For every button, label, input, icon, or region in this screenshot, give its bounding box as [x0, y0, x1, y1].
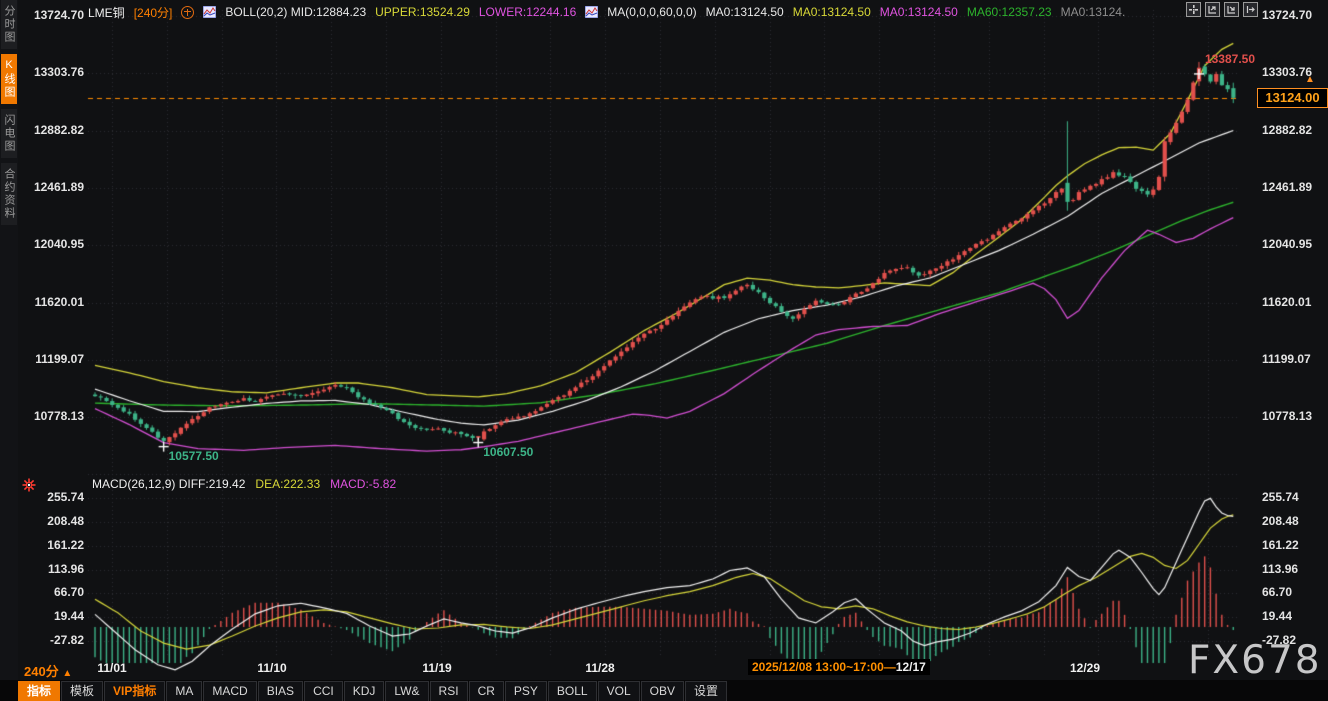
toolbar-button-OBV[interactable]: OBV — [640, 680, 684, 701]
ma-indicator-icon[interactable] — [584, 5, 599, 19]
macd-y-axis-right: 255.74 208.48 161.22 113.96 66.70 19.44 -27.82 — [1262, 0, 1328, 660]
toolbar-button-VOL[interactable]: VOL — [597, 680, 640, 701]
price-axis-tick: 12040.95 — [33, 237, 84, 252]
price-axis-tick: 12040.95 — [1262, 237, 1313, 252]
toolbar-button-模板[interactable]: 模板 — [61, 680, 104, 701]
indicator-legend: LME铜 [240分] BOLL(20,2) MID:12884.23 UPPE… — [88, 3, 1125, 21]
macd-axis-tick: 113.96 — [1262, 561, 1299, 576]
price-axis-tick: 12461.89 — [1262, 179, 1313, 194]
ma-values: MA0:13124.50 MA0:13124.50 MA0:13124.50 MA60… — [706, 5, 1126, 19]
toolbar-button-KDJ[interactable]: KDJ — [343, 680, 385, 701]
toolbar-button-VIP指标[interactable]: VIP指标 — [104, 680, 166, 701]
brand-watermark: FX678 — [1188, 638, 1322, 683]
price-axis-tick: 10778.13 — [1262, 409, 1313, 424]
price-axis-tick: 11620.01 — [1262, 294, 1312, 309]
ma-value: MA60:12357.23 — [966, 5, 1052, 19]
indicator-toolbar: 指标 模板 VIP指标 MA MACD BIAS CCI KDJ LW& RSI CR PSY BOLL… — [0, 680, 1328, 701]
symbol-label: LME铜 — [88, 5, 125, 20]
macd-axis-tick: 255.74 — [1262, 490, 1299, 504]
scale-axis-right-icon[interactable] — [1224, 2, 1239, 17]
price-axis-tick: 11199.07 — [1262, 351, 1311, 366]
session-high-label: 13387.50 — [1204, 51, 1256, 66]
chart-window-controls — [1186, 2, 1258, 17]
left-view-tabs: 分时图 K线图闪电图合约资料 — [0, 0, 18, 701]
macd-axis-tick: 19.44 — [53, 609, 84, 624]
price-axis-tick: 10778.13 — [33, 409, 84, 424]
macd-axis-tick: 66.70 — [1262, 585, 1293, 600]
macd-value: MACD:-5.82 — [330, 477, 397, 491]
toolbar-button-RSI[interactable]: RSI — [429, 680, 468, 701]
swing-low-label: 10577.50 — [168, 448, 219, 463]
price-axis-tick: 13303.76 — [33, 65, 84, 80]
toolbar-button-LW&[interactable]: LW& — [385, 680, 429, 701]
macd-axis-tick: -27.82 — [1262, 633, 1297, 647]
price-axis-tick: 12461.89 — [33, 179, 84, 194]
main-y-axis-right: 13724.70 13303.76 12882.82 12461.89 12040.95… — [1262, 0, 1328, 470]
price-axis-tick: 11620.01 — [34, 294, 84, 309]
sidebar-tab-K线图[interactable]: K线图 — [1, 54, 17, 104]
timeframe-label[interactable]: 240分 ▲ — [24, 664, 73, 679]
toolbar-button-CR[interactable]: CR — [468, 680, 504, 701]
toolbar-button-PSY[interactable]: PSY — [504, 680, 547, 701]
price-axis-tick: 13303.76 — [1262, 65, 1313, 80]
period-label: [240分] — [133, 5, 173, 20]
macd-axis-tick: 161.22 — [1262, 537, 1299, 552]
date-label-11/01: 11/01 — [97, 661, 127, 675]
macd-axis-tick: 208.48 — [47, 513, 84, 528]
macd-dea-value: DEA:222.33 — [255, 477, 321, 491]
ma-params: MA(0,0,0,60,0,0) — [607, 5, 697, 19]
sidebar-tab-闪电图[interactable]: 闪电图 — [1, 109, 17, 158]
toolbar-button-MACD[interactable]: MACD — [203, 680, 257, 701]
macd-axis-tick: -27.82 — [49, 633, 84, 647]
main-y-axis-left: 13724.70 13303.76 12882.82 12461.89 12040.95… — [18, 0, 84, 470]
price-axis-tick: 12882.82 — [1262, 122, 1313, 137]
macd-legend: MACD(26,12,9) DIFF:219.42 DEA:222.33 MAC… — [92, 477, 396, 491]
toolbar-button-CCI[interactable]: CCI — [304, 680, 343, 701]
toolbar-button-MA[interactable]: MA — [166, 680, 203, 701]
boll-values: BOLL(20,2) MID:12884.23 — [225, 5, 367, 19]
last-price-marker: 13124.00 — [1257, 87, 1328, 108]
boll-indicator-icon[interactable] — [202, 5, 217, 19]
ma-value: MA0:13124.50 — [792, 5, 871, 19]
date-label-11/10: 11/10 — [257, 661, 287, 675]
pan-right-icon[interactable] — [1243, 2, 1258, 17]
ma-value: MA0:13124.50 — [879, 5, 958, 19]
macd-axis-tick: 113.96 — [47, 561, 84, 576]
macd-diff-value: MACD(26,12,9) DIFF:219.42 — [92, 477, 246, 491]
time-axis: 240分 ▲ 2025/12/08 13:00~17:00—12/17 11/0… — [0, 658, 1328, 680]
toolbar-button-BOLL[interactable]: BOLL — [547, 680, 597, 701]
crosshair-icon[interactable] — [1186, 2, 1201, 17]
price-axis-tick: 13724.70 — [1262, 8, 1313, 22]
macd-axis-tick: 208.48 — [1262, 513, 1299, 528]
overlay-compare-icon[interactable] — [181, 5, 195, 19]
date-label-12/29: 12/29 — [1069, 661, 1101, 675]
sidebar-tab-分时图[interactable]: 分时图 — [1, 0, 17, 49]
price-axis-tick: 13724.70 — [33, 8, 84, 22]
price-axis-tick: 12882.82 — [33, 122, 84, 137]
macd-y-axis-left: 255.74 208.48 161.22 113.96 66.70 19.44 -27.82 — [18, 0, 84, 660]
boll-upper-value: UPPER:13524.29 — [375, 5, 470, 19]
macd-axis-tick: 19.44 — [1262, 609, 1293, 624]
price-axis-tick: 11199.07 — [35, 351, 84, 366]
date-label-11/28: 11/28 — [585, 661, 615, 675]
toolbar-button-设置[interactable]: 设置 — [684, 680, 727, 701]
boll-lower-value: LOWER:12244.16 — [478, 5, 577, 19]
scale-axis-left-icon[interactable] — [1205, 2, 1220, 17]
macd-axis-tick: 161.22 — [47, 537, 84, 552]
macd-axis-tick: 66.70 — [53, 585, 84, 600]
ma-value: MA0:13124. — [1060, 5, 1126, 19]
macd-axis-tick: 255.74 — [47, 490, 84, 504]
timeframe-dropdown-icon[interactable]: ▲ — [62, 668, 73, 679]
toolbar-button-BIAS[interactable]: BIAS — [257, 680, 304, 701]
toolbar-button-指标[interactable]: 指标 — [18, 680, 61, 701]
swing-low-label: 10607.50 — [483, 444, 534, 459]
sidebar-tab-合约资料[interactable]: 合约资料 — [1, 163, 17, 225]
ma-value: MA0:13124.50 — [705, 5, 784, 19]
date-label-11/19: 11/19 — [422, 661, 452, 675]
price-pin-icon: ▲ — [1305, 73, 1315, 85]
indicator-marker-icon[interactable] — [22, 478, 36, 492]
hover-date-tooltip: 2025/12/08 13:00~17:00—12/17 — [748, 659, 930, 675]
